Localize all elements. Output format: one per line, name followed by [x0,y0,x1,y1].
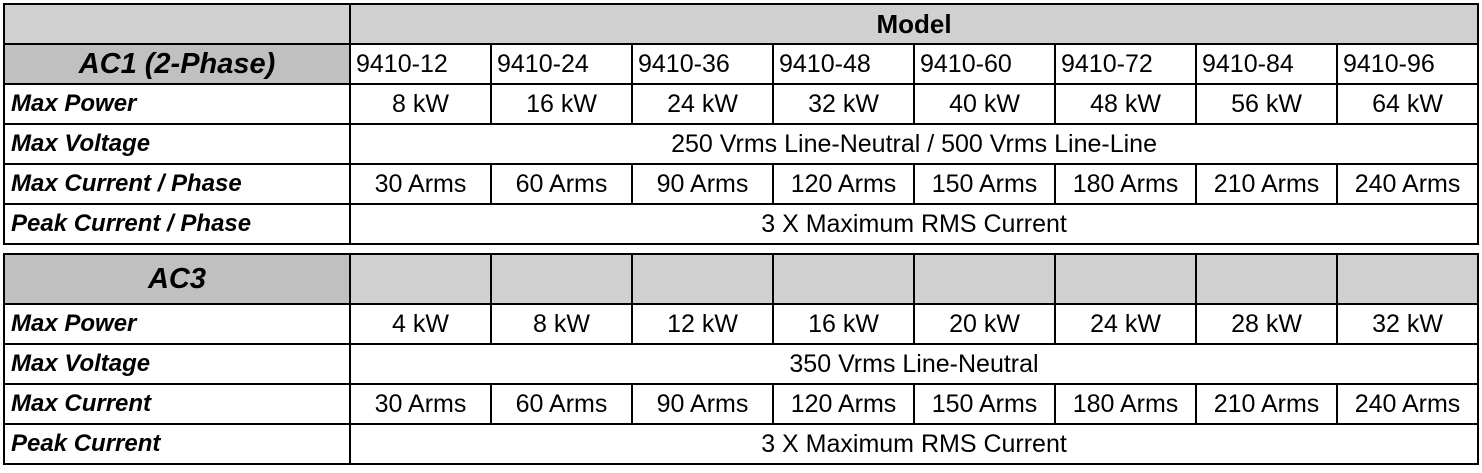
model-cell: 9410-24 [490,43,633,85]
ac3-max-power-row: Max Power 4 kW 8 kW 12 kW 16 kW 20 kW 24… [3,303,1479,345]
ac1-max-voltage-row: Max Voltage 250 Vrms Line-Neutral / 500 … [3,123,1480,165]
ac1-model-row: AC1 (2-Phase) 9410-12 9410-24 9410-36 94… [3,43,1480,85]
ac3-section-title: AC3 [3,253,351,305]
model-cell: 9410-36 [631,43,774,85]
ac1-spec-table: Model AC1 (2-Phase) 9410-12 9410-24 9410… [3,3,1480,245]
model-cell: 9410-12 [349,43,492,85]
ac1-peak-current-row: Peak Current / Phase 3 X Maximum RMS Cur… [3,203,1480,245]
value-cell: 180 Arms [1054,163,1197,205]
model-header: Model [348,3,1480,45]
value-cell: 120 Arms [772,383,915,425]
value-cell: 150 Arms [913,383,1056,425]
row-label: Max Power [3,303,351,345]
value-cell: 64 kW [1335,83,1480,125]
value-cell-merged: 250 Vrms Line-Neutral / 500 Vrms Line-Li… [348,123,1480,165]
header-corner [3,3,351,45]
value-cell: 8 kW [349,83,492,125]
model-cell: 9410-96 [1335,43,1480,85]
ac3-header-row: AC3 [3,253,1479,305]
value-cell: 20 kW [913,303,1056,345]
blank-header-cell [1054,253,1197,305]
ac1-max-power-row: Max Power 8 kW 16 kW 24 kW 32 kW 40 kW 4… [3,83,1480,125]
ac1-section-title: AC1 (2-Phase) [3,43,351,85]
value-cell: 240 Arms [1335,163,1480,205]
ac3-max-voltage-row: Max Voltage 350 Vrms Line-Neutral [3,343,1479,385]
row-label: Max Voltage [3,123,351,165]
value-cell: 40 kW [913,83,1056,125]
blank-header-cell [349,253,492,305]
ac3-max-current-row: Max Current 30 Arms 60 Arms 90 Arms 120 … [3,383,1479,425]
value-cell: 24 kW [1054,303,1197,345]
row-label: Max Current [3,383,351,425]
value-cell-merged: 3 X Maximum RMS Current [349,423,1479,465]
value-cell: 4 kW [349,303,492,345]
value-cell: 210 Arms [1195,163,1338,205]
value-cell: 48 kW [1054,83,1197,125]
value-cell: 16 kW [772,303,915,345]
value-cell: 32 kW [1336,303,1479,345]
blank-header-cell [490,253,633,305]
value-cell: 90 Arms [631,163,774,205]
value-cell: 240 Arms [1336,383,1479,425]
value-cell: 16 kW [490,83,633,125]
value-cell: 210 Arms [1195,383,1338,425]
value-cell-merged: 350 Vrms Line-Neutral [349,343,1479,385]
ac3-spec-table: AC3 Max Power 4 kW 8 kW 12 kW 16 kW 20 k… [3,253,1479,465]
value-cell: 24 kW [631,83,774,125]
model-cell: 9410-84 [1195,43,1338,85]
ac3-peak-current-row: Peak Current 3 X Maximum RMS Current [3,423,1479,465]
model-header-row: Model [3,3,1480,45]
value-cell: 60 Arms [490,383,633,425]
row-label: Max Current / Phase [3,163,351,205]
blank-header-cell [1195,253,1338,305]
value-cell: 30 Arms [349,163,492,205]
value-cell: 12 kW [631,303,774,345]
row-label: Max Power [3,83,351,125]
row-label: Peak Current / Phase [3,203,351,245]
value-cell: 180 Arms [1054,383,1197,425]
value-cell: 30 Arms [349,383,492,425]
model-cell: 9410-72 [1054,43,1197,85]
value-cell: 150 Arms [913,163,1056,205]
model-cell: 9410-60 [913,43,1056,85]
value-cell: 60 Arms [490,163,633,205]
blank-header-cell [772,253,915,305]
row-label: Peak Current [3,423,351,465]
value-cell: 28 kW [1195,303,1338,345]
blank-header-cell [1336,253,1479,305]
value-cell-merged: 3 X Maximum RMS Current [348,203,1480,245]
value-cell: 90 Arms [631,383,774,425]
value-cell: 8 kW [490,303,633,345]
model-cell: 9410-48 [772,43,915,85]
ac1-max-current-row: Max Current / Phase 30 Arms 60 Arms 90 A… [3,163,1480,205]
value-cell: 32 kW [772,83,915,125]
blank-header-cell [631,253,774,305]
row-label: Max Voltage [3,343,351,385]
value-cell: 56 kW [1195,83,1338,125]
value-cell: 120 Arms [772,163,915,205]
blank-header-cell [913,253,1056,305]
